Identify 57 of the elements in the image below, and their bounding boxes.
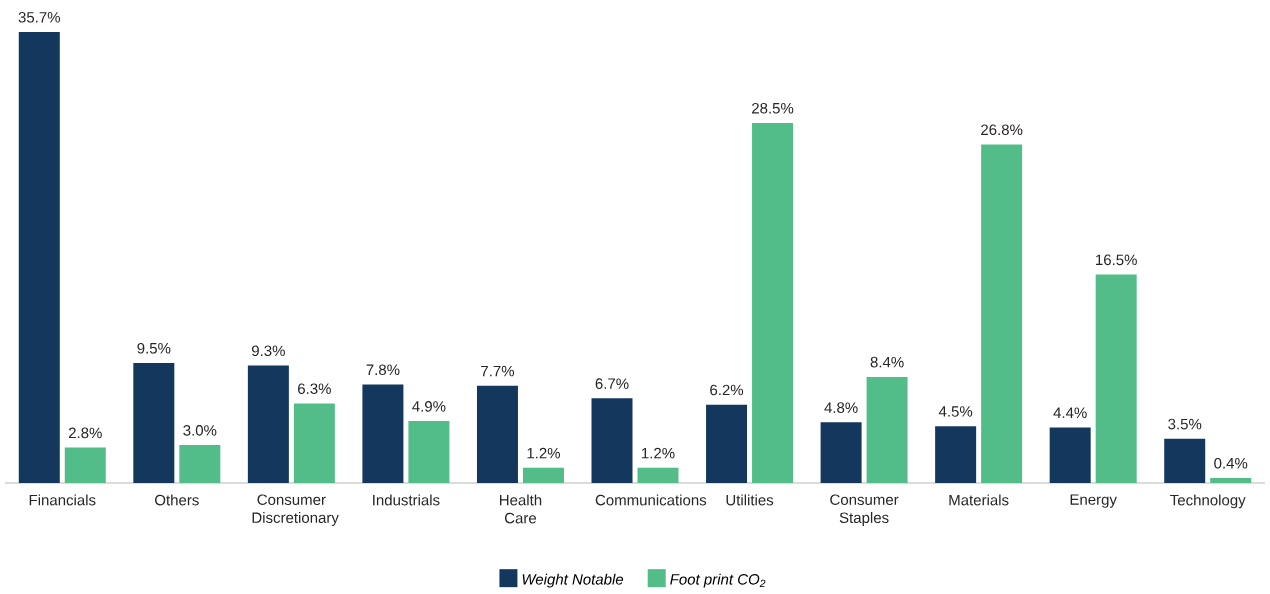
legend-label: Weight Notable [522, 573, 624, 588]
data-label: 7.8% [366, 364, 400, 376]
data-label: 16.5% [1096, 254, 1137, 266]
data-label: 3.5% [1168, 418, 1202, 430]
x-tick-label: Financials [29, 494, 96, 506]
data-label: 0.4% [1214, 457, 1248, 469]
data-label: 4.5% [938, 406, 973, 417]
data-label: 6.7% [595, 378, 629, 389]
bar [866, 376, 908, 483]
data-label: 3.0% [183, 425, 217, 436]
bar [1049, 427, 1091, 483]
data-label: 4.8% [824, 402, 858, 413]
bar [752, 122, 794, 483]
bar [522, 467, 564, 483]
data-label: 9.5% [137, 342, 171, 354]
bar [591, 398, 633, 483]
bar [1210, 477, 1252, 483]
data-label: 8.4% [870, 356, 904, 368]
bar [408, 421, 450, 483]
text: Foot print CO$_{2}$ [670, 573, 766, 588]
bar [706, 404, 748, 483]
bar [247, 365, 289, 483]
bar [18, 31, 60, 483]
data-label: 7.7% [481, 365, 515, 377]
x-tick-label: Communications [595, 494, 707, 506]
x-tick-label: Utilities [726, 494, 774, 506]
x-tick-label: Energy [1070, 494, 1117, 508]
x-tick-label: Consumer Discretionary [252, 494, 339, 526]
bar [820, 422, 862, 483]
x-tick-label: Health Care [500, 494, 542, 524]
bar [981, 144, 1023, 483]
data-label: 1.2% [527, 447, 561, 459]
data-label: 28.5% [752, 102, 794, 114]
data-label: 2.8% [68, 427, 102, 439]
bar [1095, 274, 1137, 483]
x-tick-label: Industrials [373, 494, 440, 506]
bar [64, 447, 106, 483]
data-label: 6.2% [710, 384, 744, 396]
bar [1164, 438, 1206, 483]
data-label: 1.2% [642, 447, 675, 459]
data-label: 4.4% [1053, 407, 1087, 419]
data-label: 35.7% [18, 11, 61, 23]
x-tick-label: Others [155, 494, 199, 506]
data-label: 4.9% [412, 401, 446, 412]
bar [293, 403, 335, 483]
x-tick-label: Consumer Staples [830, 494, 899, 526]
x-tick-label: Technology [1170, 494, 1246, 509]
x-tick-label: Materials [949, 494, 1009, 506]
data-label: 9.3% [251, 345, 285, 357]
bar [179, 445, 221, 483]
bar [362, 384, 404, 483]
bar [637, 467, 679, 483]
bar [476, 385, 518, 483]
bar [935, 426, 977, 483]
bar [133, 362, 175, 483]
data-label: 26.8% [981, 124, 1023, 136]
data-label: 6.3% [298, 383, 331, 395]
